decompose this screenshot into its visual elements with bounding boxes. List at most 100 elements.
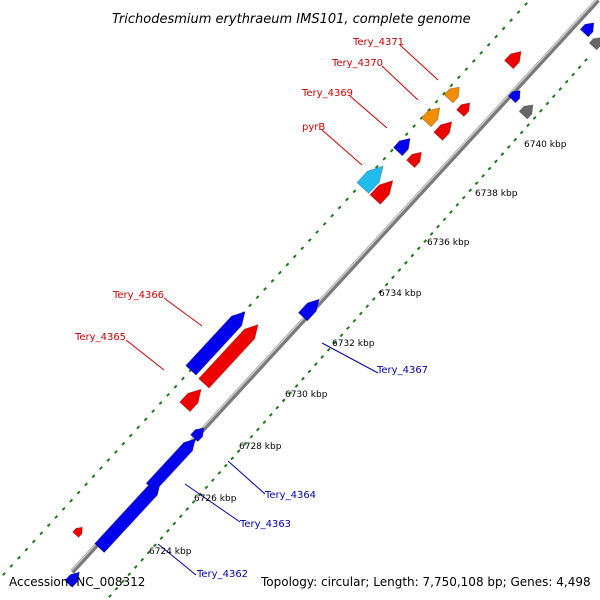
- outer-track-tick: [181, 376, 185, 381]
- outer-track-tick: [136, 425, 141, 430]
- inner-track-tick: [391, 275, 395, 280]
- outer-track-tick: [2, 572, 6, 576]
- inner-track-tick: [371, 297, 376, 301]
- outer-track-tick: [24, 547, 29, 552]
- outer-track-tick: [479, 50, 484, 55]
- leader-line: [349, 95, 388, 129]
- outer-track-tick: [486, 42, 491, 47]
- inner-track-tick: [571, 72, 576, 77]
- inner-track-tick: [288, 391, 293, 396]
- inner-track-tick: [185, 507, 190, 511]
- inner-track-tick: [268, 413, 273, 417]
- map-title: Trichodesmium erythraeum IMS101, complet…: [112, 12, 471, 27]
- outer-track-tick: [322, 221, 327, 226]
- inner-track-tick: [358, 311, 363, 316]
- outer-track-tick: [456, 75, 461, 80]
- inner-track-tick: [256, 427, 260, 432]
- scale-label-6726: 6726 kbp: [194, 494, 237, 504]
- gene-label-pyrb: pyrB: [302, 122, 325, 133]
- outer-track-tick: [270, 278, 275, 283]
- inner-track-tick: [146, 550, 151, 555]
- gene-label-tery-4370: Tery_4370: [331, 58, 383, 69]
- inner-track-tick: [127, 572, 132, 577]
- inner-track-tick: [223, 463, 228, 468]
- outer-track-tick: [285, 262, 290, 267]
- outer-track-tick: [501, 26, 506, 31]
- scale-label-6734: 6734 kbp: [379, 289, 422, 299]
- inner-track-tick: [249, 434, 254, 439]
- leader-line: [125, 339, 165, 371]
- outer-track-tick: [337, 205, 342, 210]
- gene-tery-4366: [185, 310, 246, 376]
- outer-track-tick: [516, 10, 521, 15]
- inner-track-tick: [133, 565, 138, 569]
- scale-label-6728: 6728 kbp: [239, 442, 282, 452]
- outer-track-tick: [151, 409, 156, 414]
- outer-track-tick: [307, 238, 312, 243]
- inner-track-tick: [365, 304, 370, 309]
- outer-track-tick: [382, 156, 387, 161]
- scale-label-6736: 6736 kbp: [427, 238, 470, 248]
- scale-label-6738: 6738 kbp: [475, 189, 518, 199]
- leader-line: [227, 460, 266, 495]
- outer-track-tick: [412, 124, 417, 129]
- leader-line: [381, 65, 419, 101]
- gene-pyrb-b: [369, 179, 394, 205]
- inner-track-tick: [468, 188, 473, 193]
- accession-text: Accession: NC_008312: [9, 575, 145, 589]
- inner-track-tick: [423, 239, 428, 243]
- inner-track-tick: [564, 79, 569, 84]
- outer-track-tick: [54, 515, 59, 519]
- outer-track-tick: [330, 213, 335, 218]
- outer-track-tick: [173, 384, 178, 389]
- outer-track-tick: [113, 449, 118, 454]
- outer-track-tick: [449, 83, 454, 88]
- outer-track-tick: [128, 433, 133, 438]
- leader-line: [321, 129, 363, 166]
- inner-track-tick: [403, 260, 408, 265]
- outer-track-tick: [166, 392, 170, 397]
- inner-track-tick: [577, 65, 582, 70]
- outer-track-tick: [389, 148, 394, 153]
- gene-tery-4370: [420, 107, 441, 128]
- inner-track-tick: [165, 528, 170, 533]
- gene-tery-4365-b: [198, 323, 259, 389]
- gene-tery-4371: [443, 86, 460, 104]
- inner-track-tick: [120, 579, 125, 584]
- inner-track-tick: [526, 123, 531, 128]
- outer-track-tick: [69, 498, 74, 503]
- inner-track-tick: [281, 398, 286, 403]
- inner-track-tick: [461, 195, 466, 200]
- inner-track-tick: [320, 355, 325, 359]
- gene-tery-4362: [94, 481, 162, 554]
- outer-track-tick: [352, 189, 357, 194]
- gene-label-tery-4362: Tery_4362: [196, 569, 248, 580]
- outer-track-tick: [61, 506, 66, 511]
- gene-features: [64, 22, 600, 588]
- inner-track-tick: [384, 282, 389, 287]
- outer-track-tick: [84, 482, 88, 487]
- outer-track-tick: [442, 91, 446, 96]
- outer-track-tick: [91, 474, 96, 479]
- inner-track-tick: [500, 152, 505, 157]
- scale-label-6730: 6730 kbp: [285, 390, 328, 400]
- feature-labels: 6724 kbp 6726 kbp 6728 kbp 6730 kbp 6732…: [9, 12, 591, 589]
- inner-track-tick: [326, 347, 331, 352]
- inner-track-tick: [236, 449, 241, 454]
- gene-right-3: [518, 104, 534, 120]
- inner-track-tick: [539, 108, 543, 113]
- inner-track-tick: [191, 499, 196, 504]
- inner-track-tick: [436, 224, 440, 229]
- inner-track-tick: [481, 173, 485, 178]
- inner-track-tick: [333, 340, 338, 345]
- leader-line: [157, 543, 197, 576]
- gene-tery-4367: [297, 298, 320, 322]
- inner-track-tick: [301, 376, 305, 381]
- inner-track-tick: [313, 362, 318, 367]
- scale-label-6732: 6732 kbp: [332, 339, 375, 349]
- gene-tery-4365: [179, 388, 202, 413]
- gene-pyrb: [356, 165, 384, 194]
- inner-track-tick: [172, 521, 177, 526]
